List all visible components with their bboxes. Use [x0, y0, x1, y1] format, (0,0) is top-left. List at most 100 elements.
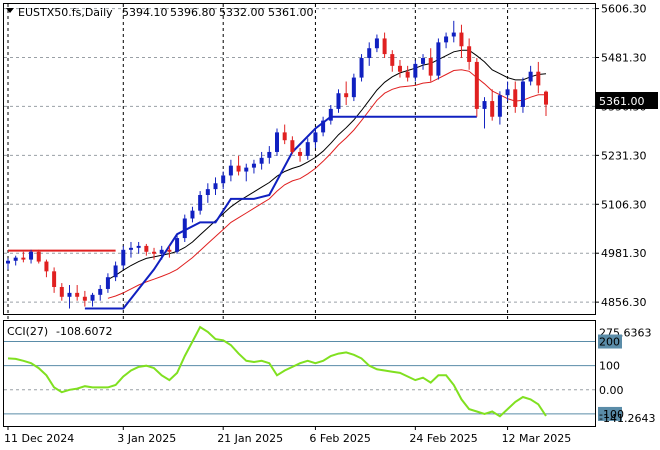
candle-body [390, 54, 395, 66]
x-tick-label: 12 Mar 2025 [502, 432, 572, 445]
candle-body [382, 38, 387, 55]
candle-body [136, 245, 141, 248]
ma-line-1 [107, 69, 546, 299]
candle-body [513, 89, 518, 107]
candle-body [321, 120, 326, 133]
candle-body [482, 101, 487, 109]
candle-body [144, 245, 149, 252]
y-tick-label: 5606.30 [601, 3, 647, 16]
main-grid [4, 4, 595, 426]
candle-body [190, 210, 195, 219]
candle-body [244, 167, 249, 172]
candle-body [213, 183, 218, 190]
main-series [8, 49, 547, 310]
candle-body [29, 251, 34, 260]
candle-body [21, 257, 26, 260]
cci-panel-frame [3, 320, 596, 427]
candle-body [82, 296, 87, 301]
candle-body [159, 249, 164, 254]
candle-body [413, 63, 418, 78]
cci-y-tick-label: 100 [599, 360, 620, 373]
candle-body [128, 247, 133, 250]
candle-body [198, 195, 203, 211]
candle-body [505, 89, 510, 96]
candle-body [451, 32, 456, 37]
x-tick-label: 11 Dec 2024 [4, 432, 74, 445]
x-tick-label: 24 Feb 2025 [409, 432, 477, 445]
chart-title: EUSTX50.fs,Daily [18, 6, 113, 19]
candle-body [351, 77, 356, 98]
y-tick-label: 4856.30 [601, 296, 647, 309]
candle-body [298, 151, 303, 156]
candle-body [44, 261, 49, 272]
candle-body [267, 151, 272, 158]
candle-body [536, 71, 541, 86]
candle-body [528, 71, 533, 82]
cci-level-tag [598, 406, 622, 421]
candle-body [374, 38, 379, 49]
candle-body [13, 257, 18, 261]
candle-body [313, 132, 318, 143]
candle-body [282, 132, 287, 141]
cci-level-tag [598, 334, 622, 349]
last-price-tag [596, 92, 658, 109]
candle-body [436, 42, 441, 76]
candle-body [328, 108, 333, 121]
y-tick-label: 5231.30 [601, 149, 647, 162]
candle-body [259, 157, 264, 164]
candle-body [98, 288, 103, 295]
cci-y-tick-label: -100 [599, 408, 624, 421]
candle-body [305, 142, 310, 156]
y-tick-label: 4981.30 [601, 247, 647, 260]
candle-body [336, 93, 341, 109]
cci-y-tick-label: -141.2643 [599, 412, 655, 425]
candle-body [90, 294, 95, 301]
candle-body [520, 81, 525, 107]
dropdown-triangle-icon[interactable] [6, 8, 14, 13]
candle-body [221, 175, 226, 184]
candle-body [167, 249, 172, 252]
cci-current-value: -108.6072 [56, 325, 112, 338]
candle-body [359, 58, 364, 78]
candle-body [121, 249, 126, 266]
candle-body [205, 189, 210, 196]
candle-body [67, 292, 72, 297]
candle-body [113, 265, 118, 278]
candle-body [474, 61, 479, 109]
x-tick-label: 3 Jan 2025 [117, 432, 176, 445]
ohlc-low: 5332.00 [219, 6, 265, 19]
candles [6, 20, 548, 309]
candle-body [251, 163, 256, 168]
candle-body [175, 238, 180, 252]
candle-body [36, 251, 41, 262]
main-y-axis: 5606.305481.305356.305231.305106.304981.… [595, 3, 647, 309]
candle-body [344, 93, 349, 98]
candle-body [544, 91, 548, 105]
candle-body [275, 132, 279, 152]
candle-body [367, 48, 372, 59]
candle-body [459, 32, 464, 47]
candle-body [59, 286, 64, 297]
cci-title: CCI(27) [7, 325, 48, 338]
candle-body [397, 65, 402, 72]
last-price-label: 5361.00 [599, 95, 645, 108]
cci-y-tick-label: 0.00 [599, 384, 624, 397]
blue-stop-line [84, 115, 477, 310]
x-tick-label: 21 Jan 2025 [217, 432, 283, 445]
candle-body [105, 277, 110, 289]
candle-body [75, 292, 80, 297]
cci-line [7, 325, 547, 418]
candle-body [405, 71, 410, 78]
candle-body [6, 260, 10, 264]
candle-body [290, 140, 295, 152]
candle-body [421, 58, 426, 64]
x-axis: 11 Dec 2024 3 Jan 2025 21 Jan 2025 6 Feb 20… [4, 426, 571, 445]
y-tick-label: 5481.30 [601, 52, 647, 65]
candle-body [467, 46, 472, 62]
candle-body [152, 251, 157, 254]
candle-body [52, 271, 57, 287]
candle-body [497, 95, 502, 117]
cci-levels [4, 341, 595, 415]
